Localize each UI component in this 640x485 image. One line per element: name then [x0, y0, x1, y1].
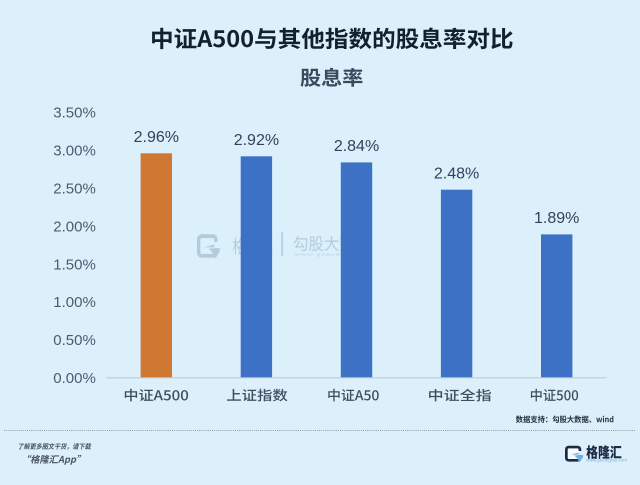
- svg-text:2.96%: 2.96%: [134, 129, 179, 146]
- svg-text:1.89%: 1.89%: [534, 210, 579, 227]
- svg-text:2.00%: 2.00%: [53, 218, 96, 235]
- svg-text:3.50%: 3.50%: [53, 105, 96, 122]
- svg-text:1.00%: 1.00%: [53, 294, 96, 311]
- svg-text:2.48%: 2.48%: [434, 165, 479, 182]
- svg-text:0.50%: 0.50%: [53, 332, 96, 349]
- svg-text:www.gelonghui.com: www.gelonghui.com: [586, 458, 627, 463]
- svg-text:1.50%: 1.50%: [53, 256, 96, 273]
- svg-text:0.00%: 0.00%: [53, 370, 96, 387]
- svg-text:3.00%: 3.00%: [53, 143, 96, 160]
- svg-text:2.50%: 2.50%: [53, 181, 96, 198]
- svg-text:2.84%: 2.84%: [334, 138, 379, 155]
- svg-text:2.92%: 2.92%: [234, 132, 279, 149]
